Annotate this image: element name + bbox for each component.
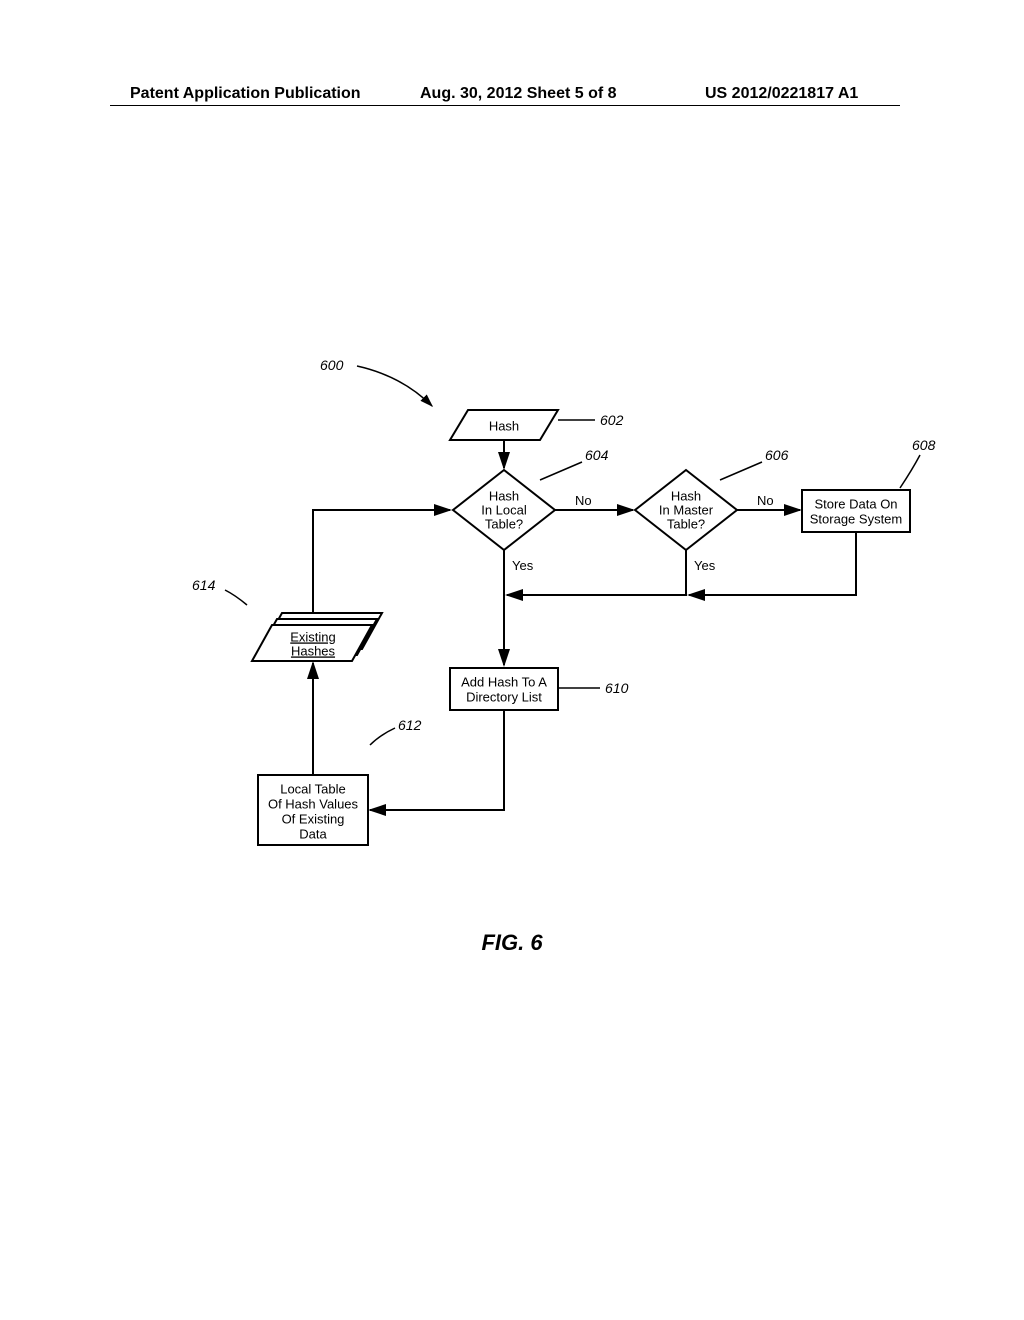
svg-text:Data: Data — [299, 826, 327, 841]
svg-text:Storage System: Storage System — [810, 511, 903, 526]
svg-text:Store Data On: Store Data On — [814, 496, 897, 511]
ref-614: 614 — [192, 577, 216, 593]
store-data: Store Data On Storage System — [802, 490, 910, 532]
svg-text:In Master: In Master — [659, 502, 714, 517]
svg-text:Table?: Table? — [667, 516, 705, 531]
svg-text:In Local: In Local — [481, 502, 527, 517]
ref-600: 600 — [320, 357, 344, 373]
svg-text:Existing: Existing — [290, 629, 336, 644]
edge-no-2: No — [757, 493, 774, 508]
svg-text:Of Existing: Of Existing — [282, 811, 345, 826]
ref-604: 604 — [585, 447, 609, 463]
svg-text:Local Table: Local Table — [280, 781, 346, 796]
ref-602: 602 — [600, 412, 624, 428]
ref-610: 610 — [605, 680, 629, 696]
ref-608: 608 — [912, 437, 936, 453]
svg-text:Hash: Hash — [671, 488, 701, 503]
svg-text:Add Hash To A: Add Hash To A — [461, 674, 547, 689]
flowchart-canvas: 600 Hash 602 Hash In Local Table? 604 No… — [0, 0, 1024, 1320]
svg-text:Hashes: Hashes — [291, 643, 336, 658]
master-decision: Hash In Master Table? — [635, 470, 737, 550]
svg-text:Directory List: Directory List — [466, 689, 542, 704]
figure-label: FIG. 6 — [0, 930, 1024, 956]
edge-yes-1: Yes — [512, 558, 534, 573]
local-decision: Hash In Local Table? — [453, 470, 555, 550]
edge-no-1: No — [575, 493, 592, 508]
edge-yes-2: Yes — [694, 558, 716, 573]
svg-text:Hash: Hash — [489, 418, 519, 433]
add-hash: Add Hash To A Directory List — [450, 668, 558, 710]
hash-input: Hash — [450, 410, 558, 440]
existing-hashes: Existing Hashes — [252, 613, 382, 661]
svg-text:Table?: Table? — [485, 516, 523, 531]
svg-text:Hash: Hash — [489, 488, 519, 503]
svg-text:Of Hash Values: Of Hash Values — [268, 796, 359, 811]
local-table: Local Table Of Hash Values Of Existing D… — [258, 775, 368, 845]
ref-612: 612 — [398, 717, 422, 733]
ref-606: 606 — [765, 447, 789, 463]
